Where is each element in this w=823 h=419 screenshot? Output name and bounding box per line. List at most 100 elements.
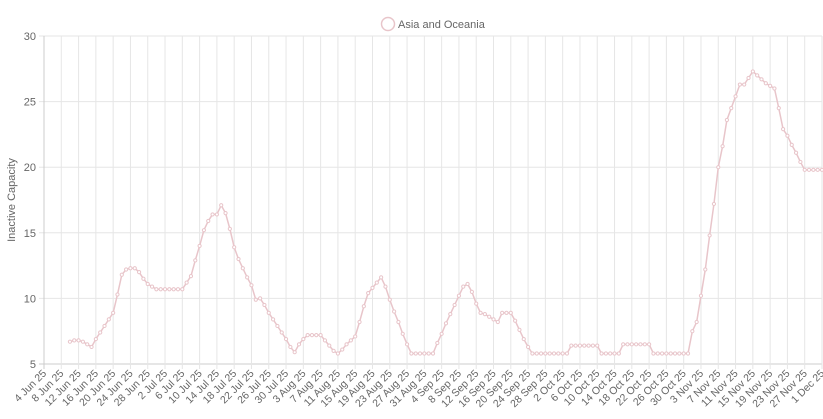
data-point[interactable] [448, 312, 453, 317]
data-point[interactable] [811, 167, 816, 172]
data-point[interactable] [469, 289, 474, 294]
data-point[interactable] [149, 284, 155, 289]
data-point[interactable] [154, 287, 159, 292]
data-point[interactable] [240, 266, 245, 271]
data-point[interactable] [500, 310, 505, 315]
data-point[interactable] [513, 318, 518, 323]
data-point[interactable] [491, 317, 496, 322]
data-point[interactable] [456, 293, 462, 298]
data-point[interactable] [124, 267, 129, 272]
data-point[interactable] [599, 351, 604, 356]
legend[interactable]: Asia and Oceania [380, 16, 486, 32]
data-point[interactable] [249, 283, 254, 288]
data-point[interactable] [664, 351, 669, 356]
data-point[interactable] [180, 287, 185, 292]
data-point[interactable] [742, 82, 747, 87]
data-point[interactable] [819, 167, 823, 172]
data-point[interactable] [802, 167, 807, 172]
data-point[interactable] [763, 81, 768, 86]
data-point[interactable] [651, 351, 656, 356]
data-point[interactable] [396, 319, 401, 325]
data-point[interactable] [426, 351, 431, 356]
data-point[interactable] [521, 336, 526, 342]
data-point[interactable] [482, 312, 487, 317]
data-point[interactable] [582, 343, 587, 348]
data-point[interactable] [798, 159, 803, 165]
data-point[interactable] [478, 310, 483, 315]
data-point[interactable] [776, 106, 781, 111]
data-point[interactable] [586, 343, 591, 348]
data-point[interactable] [677, 351, 682, 356]
data-point[interactable] [668, 351, 673, 356]
data-point[interactable] [279, 330, 284, 335]
data-point[interactable] [357, 319, 362, 325]
data-point[interactable] [577, 343, 583, 348]
data-point[interactable] [206, 218, 211, 224]
data-point[interactable] [145, 281, 150, 287]
data-point[interactable] [262, 302, 267, 308]
data-point[interactable] [184, 280, 189, 285]
data-point[interactable] [707, 233, 712, 238]
data-point[interactable] [67, 339, 73, 344]
data-point[interactable] [694, 319, 699, 325]
data-point[interactable] [543, 351, 548, 356]
data-point[interactable] [759, 77, 764, 82]
data-point[interactable] [603, 351, 608, 356]
data-point[interactable] [465, 281, 470, 287]
data-point[interactable] [590, 343, 596, 348]
data-point[interactable] [309, 333, 315, 338]
data-point[interactable] [750, 69, 755, 74]
data-point[interactable] [625, 342, 630, 347]
data-point[interactable] [76, 338, 81, 343]
data-point[interactable] [461, 284, 466, 289]
data-point[interactable] [283, 336, 289, 342]
data-point[interactable] [370, 285, 375, 291]
data-point[interactable] [292, 350, 297, 355]
data-point[interactable] [517, 327, 522, 332]
data-point[interactable] [413, 351, 418, 356]
data-point[interactable] [768, 83, 773, 88]
data-point[interactable] [383, 284, 388, 289]
data-point[interactable] [793, 150, 799, 155]
data-point[interactable] [404, 342, 410, 347]
data-point[interactable] [128, 266, 133, 271]
data-point[interactable] [538, 351, 544, 356]
data-point[interactable] [716, 165, 721, 170]
data-point[interactable] [379, 275, 384, 280]
data-point[interactable] [409, 351, 414, 356]
data-point[interactable] [573, 343, 578, 348]
data-point[interactable] [443, 321, 449, 326]
data-point[interactable] [504, 310, 509, 315]
data-point[interactable] [193, 258, 198, 263]
data-point[interactable] [314, 333, 319, 338]
data-point[interactable] [245, 275, 250, 280]
data-point[interactable] [132, 266, 137, 271]
data-point[interactable] [737, 82, 742, 87]
data-point[interactable] [534, 351, 539, 356]
data-point[interactable] [690, 329, 695, 334]
data-point[interactable] [223, 211, 228, 216]
data-point[interactable] [89, 344, 94, 350]
data-point[interactable] [612, 351, 617, 356]
data-point[interactable] [305, 333, 310, 338]
data-point[interactable] [266, 310, 271, 315]
data-point[interactable] [417, 351, 423, 356]
data-point[interactable] [525, 344, 531, 350]
data-point[interactable] [815, 167, 820, 172]
data-point[interactable] [781, 127, 786, 132]
data-point[interactable] [106, 317, 111, 322]
data-point[interactable] [270, 317, 276, 322]
data-point[interactable] [422, 351, 427, 356]
data-point[interactable] [227, 226, 232, 231]
data-point[interactable] [236, 256, 241, 262]
data-point[interactable] [772, 86, 777, 91]
data-point[interactable] [556, 351, 561, 356]
data-point[interactable] [387, 297, 392, 302]
data-point[interactable] [214, 212, 219, 217]
data-point[interactable] [655, 351, 660, 356]
data-point[interactable] [642, 342, 647, 347]
data-point[interactable] [698, 293, 704, 298]
data-point[interactable] [785, 133, 790, 138]
data-point[interactable] [392, 309, 397, 314]
data-point[interactable] [93, 336, 98, 342]
